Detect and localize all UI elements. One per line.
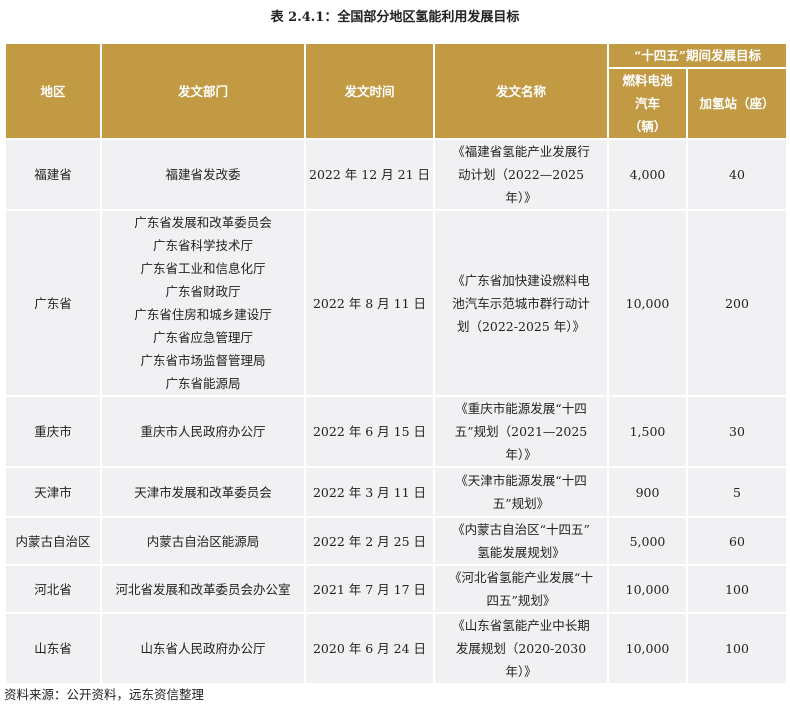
cell-date: 2020 年 6 月 24 日 xyxy=(304,612,435,685)
source-note: 资料来源：公开资料，远东资信整理 xyxy=(4,687,205,702)
cell-document-line: 《广东省加快建设燃料电 xyxy=(452,272,590,288)
cell-document: 《重庆市能源发展“十四 五”规划（2021—2025 年）》 xyxy=(433,395,609,468)
cell-document-line: 《天津市能源发展“十四 xyxy=(455,473,587,488)
cell-document: 《内蒙古自治区“十四五” 氢能发展规划》 xyxy=(433,516,609,566)
table-row: 天津市 天津市发展和改革委员会 2022 年 3 月 11 日《天津市能源发展“十四… xyxy=(4,466,789,518)
cell-department-line: 河北省发展和改革委员会办公室 xyxy=(115,581,291,597)
cell-department: 山东省人民政府办公厅 xyxy=(100,612,306,685)
cell-document-line: 《福建省氢能产业发展行 xyxy=(452,144,590,159)
cell-date: 2022 年 12 月 21 日 xyxy=(304,138,435,211)
header-target-group: “十四五”期间发展目标 xyxy=(606,42,789,69)
cell-stations: 100 xyxy=(685,564,789,614)
cell-document-line: 五”规划》 xyxy=(492,496,550,511)
cell-department-line: 广东省应急管理厅 xyxy=(152,330,253,345)
table-row: 福建省 福建省发改委 2022 年 12 月 21 日《福建省氢能产业发展行 动计划（… xyxy=(4,138,789,211)
cell-document-line: 动计划（2022—2025 xyxy=(457,167,585,182)
table-title: 表 2.4.1：全国部分地区氢能利用发展目标 xyxy=(270,10,520,25)
cell-stations: 60 xyxy=(685,516,789,566)
header-date: 发文时间 xyxy=(304,42,435,140)
cell-vehicles: 10,000 xyxy=(607,564,688,614)
cell-department-line: 广东省住房和城乡建设厅 xyxy=(134,307,272,322)
cell-department: 天津市发展和改革委员会 xyxy=(100,466,306,518)
cell-vehicles: 900 xyxy=(607,466,688,518)
cell-document-line: 池汽车示范城市群行动计 xyxy=(452,295,590,311)
cell-region: 河北省 xyxy=(4,564,102,614)
cell-department: 内蒙古自治区能源局 xyxy=(100,516,306,566)
header-vehicles: 燃料电池 汽车 （辆） xyxy=(607,67,688,140)
cell-date: 2022 年 6 月 15 日 xyxy=(304,395,435,468)
cell-department-line: 广东省财政厅 xyxy=(165,284,241,299)
cell-date: 2022 年 8 月 11 日 xyxy=(304,209,435,397)
cell-vehicles: 5,000 xyxy=(607,516,688,566)
cell-document-line: 四五”规划》 xyxy=(486,593,556,608)
cell-document-line: 五”规划（2021—2025 xyxy=(454,424,588,439)
cell-department-line: 内蒙古自治区能源局 xyxy=(146,533,260,549)
cell-date: 2022 年 2 月 25 日 xyxy=(304,516,435,566)
header-vehicles-line: 汽车 xyxy=(634,96,660,111)
cell-department: 福建省发改委 xyxy=(100,138,306,211)
cell-stations: 30 xyxy=(685,395,789,468)
cell-department-line: 广东省科学技术厅 xyxy=(152,238,253,253)
cell-region: 山东省 xyxy=(4,612,102,685)
cell-document-line: 《内蒙古自治区“十四五” xyxy=(452,522,590,537)
cell-document-line: 年）》 xyxy=(505,447,537,462)
cell-vehicles: 10,000 xyxy=(607,209,688,397)
table-row: 山东省 山东省人民政府办公厅 2020 年 6 月 24 日《山东省氢能产业中长期发… xyxy=(4,612,789,685)
cell-department-line: 广东省工业和信息化厅 xyxy=(140,261,266,276)
cell-region: 广东省 xyxy=(4,209,102,397)
cell-vehicles: 4,000 xyxy=(607,138,688,211)
header-vehicles-line: 燃料电池 xyxy=(622,73,673,88)
cell-document-line: 《山东省氢能产业中长期 xyxy=(452,618,590,633)
cell-stations: 5 xyxy=(685,466,789,518)
cell-document-line: 发展规划（2020-2030 xyxy=(455,641,587,656)
cell-region: 福建省 xyxy=(4,138,102,211)
table-body: 福建省 福建省发改委 2022 年 12 月 21 日《福建省氢能产业发展行 动计划（… xyxy=(4,138,789,685)
table-row: 重庆市 重庆市人民政府办公厅 2022 年 6 月 15 日《重庆市能源发展“十四五… xyxy=(4,395,789,468)
cell-date: 2022 年 3 月 11 日 xyxy=(304,466,435,518)
cell-document: 《福建省氢能产业发展行 动计划（2022—2025 年）》 xyxy=(433,138,609,211)
cell-document-line: 《河北省氢能产业发展“十 xyxy=(449,570,593,585)
header-document: 发文名称 xyxy=(433,42,609,140)
cell-vehicles: 10,000 xyxy=(607,612,688,685)
cell-region: 内蒙古自治区 xyxy=(4,516,102,566)
cell-department: 广东省发展和改革委员会 广东省科学技术厅 广东省工业和信息化厅 广东省财政厅广东省住房… xyxy=(100,209,306,397)
cell-document-line: 《重庆市能源发展“十四 xyxy=(455,401,587,416)
table-row: 广东省 广东省发展和改革委员会 广东省科学技术厅 广东省工业和信息化厅 广东省财政厅 广东… xyxy=(4,209,789,397)
header-stations: 加氢站（座） xyxy=(685,67,789,140)
cell-stations: 200 xyxy=(685,209,789,397)
header-region: 地区 xyxy=(4,42,102,140)
cell-date: 2021 年 7 月 17 日 xyxy=(304,564,435,614)
cell-region: 天津市 xyxy=(4,466,102,518)
cell-department-line: 山东省人民政府办公厅 xyxy=(140,641,266,656)
header-vehicles-line: （辆） xyxy=(628,119,667,134)
cell-department: 重庆市人民政府办公厅 xyxy=(100,395,306,468)
cell-department-line: 重庆市人民政府办公厅 xyxy=(140,424,266,439)
cell-region: 重庆市 xyxy=(4,395,102,468)
cell-document-line: 划（2022-2025 年）》 xyxy=(456,318,586,334)
cell-vehicles: 1,500 xyxy=(607,395,688,468)
cell-document-line: 年）》 xyxy=(505,664,537,679)
hydrogen-targets-table: 地区 发文部门 发文时间 发文名称 “十四五”期间发展目标 燃料电池 汽车 （辆… xyxy=(4,42,789,685)
cell-document: 《天津市能源发展“十四 五”规划》 xyxy=(433,466,609,518)
table-row: 河北省 河北省发展和改革委员会办公室 2021 年 7 月 17 日《河北省氢能产业… xyxy=(4,564,789,614)
table-row: 内蒙古自治区 内蒙古自治区能源局 2022 年 2 月 25 日《内蒙古自治区“十四… xyxy=(4,516,789,566)
cell-document-line: 氢能发展规划》 xyxy=(477,545,565,560)
cell-department: 河北省发展和改革委员会办公室 xyxy=(100,564,306,614)
cell-department-line: 广东省能源局 xyxy=(165,376,241,391)
cell-department-line: 天津市发展和改革委员会 xyxy=(134,484,272,500)
cell-department-line: 广东省市场监督管理局 xyxy=(140,353,266,368)
header-department: 发文部门 xyxy=(100,42,306,140)
cell-stations: 40 xyxy=(685,138,789,211)
cell-document: 《山东省氢能产业中长期 发展规划（2020-2030 年）》 xyxy=(433,612,609,685)
cell-department-line: 广东省发展和改革委员会 xyxy=(134,215,272,230)
cell-document: 《河北省氢能产业发展“十 四五”规划》 xyxy=(433,564,609,614)
cell-department-line: 福建省发改委 xyxy=(165,167,241,182)
cell-stations: 100 xyxy=(685,612,789,685)
cell-document: 《广东省加快建设燃料电 池汽车示范城市群行动计 划（2022-2025 年）》 xyxy=(433,209,609,397)
cell-document-line: 年）》 xyxy=(505,190,537,205)
